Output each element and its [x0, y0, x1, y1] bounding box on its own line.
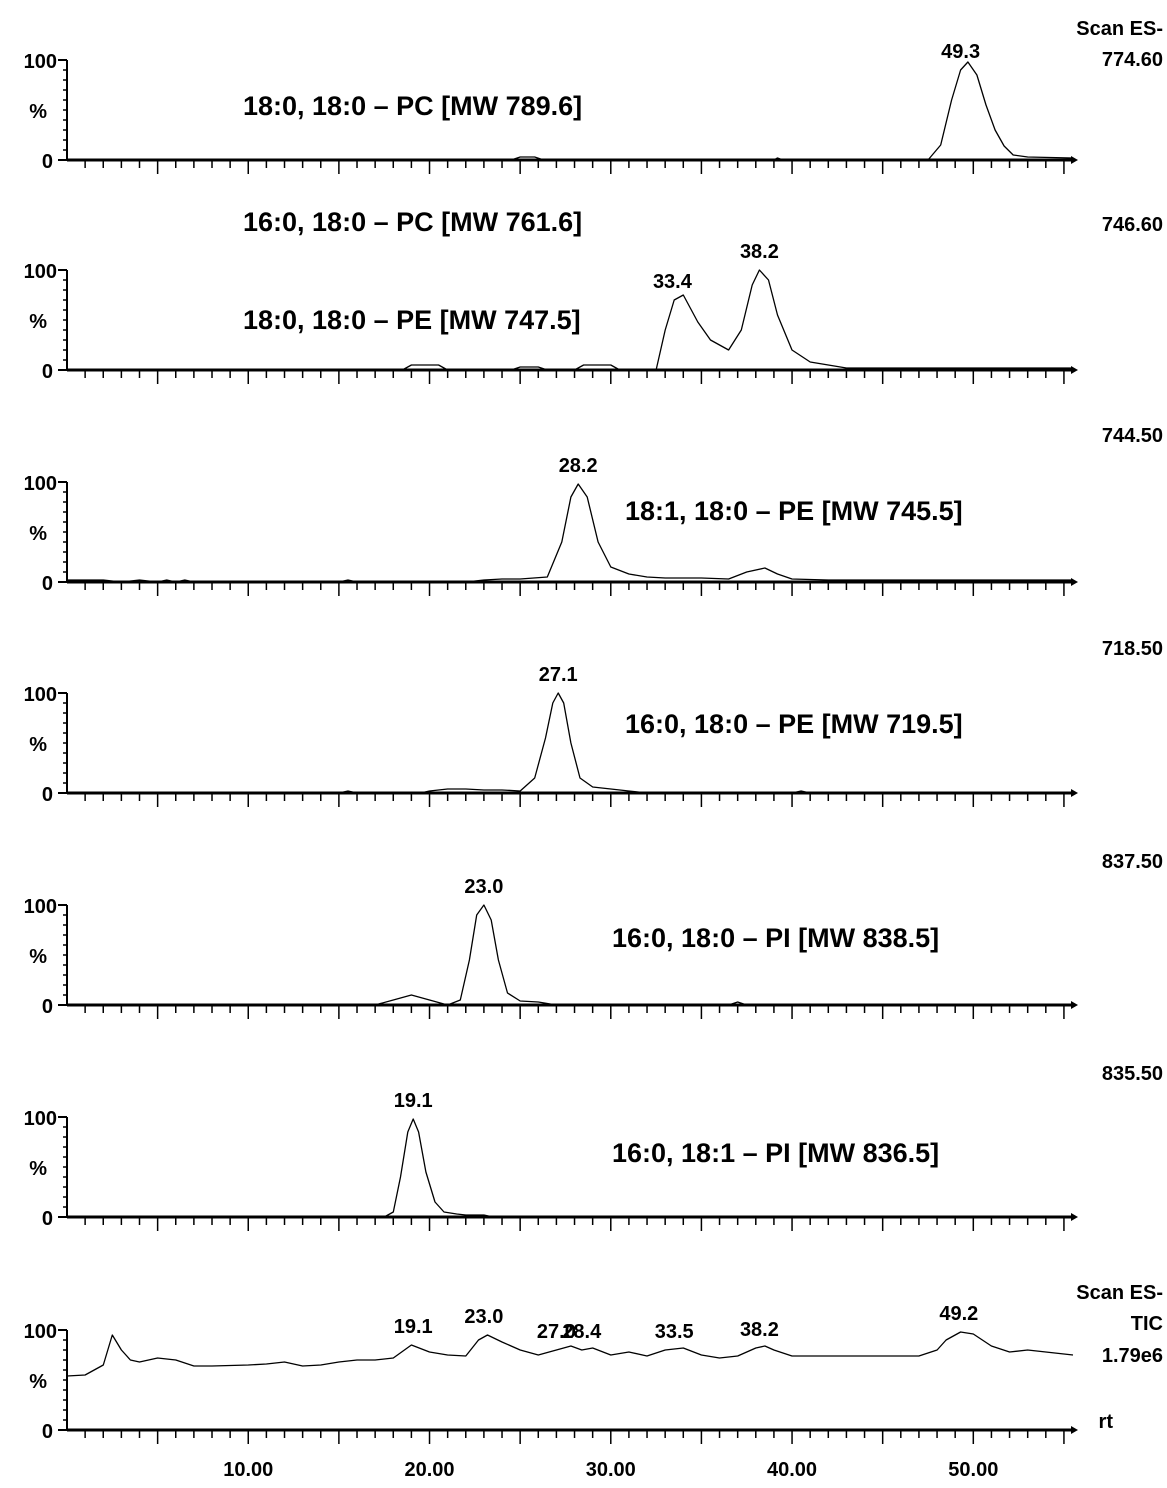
mass-label: TIC [1131, 1313, 1163, 1335]
peak-label: 49.3 [941, 41, 980, 63]
peak-label: 49.2 [939, 1303, 978, 1325]
y-axis-unit: % [29, 311, 47, 333]
y-tick-label: 100 [24, 473, 57, 495]
compound-label: 16:0, 18:0 – PE [MW 719.5] [625, 709, 963, 739]
x-axis-end-label: rt [1099, 1411, 1114, 1433]
peak-label: 23.0 [464, 1306, 503, 1328]
compound-label: 18:0, 18:0 – PC [MW 789.6] [243, 91, 582, 121]
peak-label: 38.2 [740, 241, 779, 263]
peak-label: 28.4 [562, 1321, 602, 1343]
peak-label: 28.2 [559, 455, 598, 477]
y-axis-unit: % [29, 1371, 47, 1393]
intensity-label: 1.79e6 [1102, 1345, 1163, 1367]
y-tick-label: 100 [24, 1108, 57, 1130]
y-axis-unit: % [29, 101, 47, 123]
peak-label: 38.2 [740, 1319, 779, 1341]
y-axis-unit: % [29, 1158, 47, 1180]
chromatogram-trace [66, 1331, 1074, 1377]
chromatogram-trace [67, 61, 1074, 161]
peak-label: 19.1 [394, 1090, 433, 1112]
compound-label: 18:1, 18:0 – PE [MW 745.5] [625, 496, 963, 526]
peak-label: 27.1 [539, 664, 578, 686]
y-axis-unit: % [29, 523, 47, 545]
chromatogram-trace [67, 1118, 1073, 1218]
y-tick-label: 100 [24, 1321, 57, 1343]
x-tick-label: 40.00 [767, 1459, 817, 1481]
y-tick-label: 100 [24, 896, 57, 918]
y-axis-unit: % [29, 946, 47, 968]
peak-label: 33.5 [655, 1321, 694, 1343]
y-tick-label: 0 [42, 573, 53, 595]
chromatogram-trace [67, 904, 1073, 1006]
x-tick-label: 20.00 [404, 1459, 454, 1481]
peak-label: 23.0 [464, 876, 503, 898]
mass-label: 744.50 [1102, 425, 1163, 447]
x-axis-arrow [1071, 578, 1078, 586]
mass-label: 837.50 [1102, 851, 1163, 873]
peak-label: 19.1 [394, 1316, 433, 1338]
mass-label: 774.60 [1102, 49, 1163, 71]
x-tick-label: 30.00 [586, 1459, 636, 1481]
compound-label: 16:0, 18:0 – PC [MW 761.6] [243, 207, 582, 237]
x-tick-label: 50.00 [948, 1459, 998, 1481]
chromatogram-trace [67, 692, 1073, 794]
compound-label: 16:0, 18:1 – PI [MW 836.5] [612, 1138, 939, 1168]
x-tick-label: 10.00 [223, 1459, 273, 1481]
y-tick-label: 100 [24, 684, 57, 706]
mass-label: 718.50 [1102, 638, 1163, 660]
mass-label: 746.60 [1102, 214, 1163, 236]
y-tick-label: 100 [24, 51, 57, 73]
x-axis-arrow [1071, 1213, 1078, 1221]
chromatogram-trace [67, 483, 1073, 583]
y-tick-label: 0 [42, 1208, 53, 1230]
x-axis-arrow [1071, 1426, 1078, 1434]
y-tick-label: 0 [42, 996, 53, 1018]
y-tick-label: 100 [24, 261, 57, 283]
y-tick-label: 0 [42, 151, 53, 173]
x-axis-arrow [1071, 366, 1078, 374]
x-axis-arrow [1071, 156, 1078, 164]
peak-label: 33.4 [653, 271, 693, 293]
mass-label: 835.50 [1102, 1063, 1163, 1085]
compound-label: 16:0, 18:0 – PI [MW 838.5] [612, 923, 939, 953]
y-tick-label: 0 [42, 361, 53, 383]
y-tick-label: 0 [42, 1421, 53, 1443]
x-axis-arrow [1071, 789, 1078, 797]
x-axis-arrow [1071, 1001, 1078, 1009]
peak-label: 27.0 [537, 1321, 576, 1343]
scan-label: Scan ES- [1076, 18, 1163, 40]
y-axis-unit: % [29, 734, 47, 756]
chromatogram-trace [67, 269, 1073, 371]
scan-label: Scan ES- [1076, 1282, 1163, 1304]
y-tick-label: 0 [42, 784, 53, 806]
compound-label: 18:0, 18:0 – PE [MW 747.5] [243, 305, 581, 335]
